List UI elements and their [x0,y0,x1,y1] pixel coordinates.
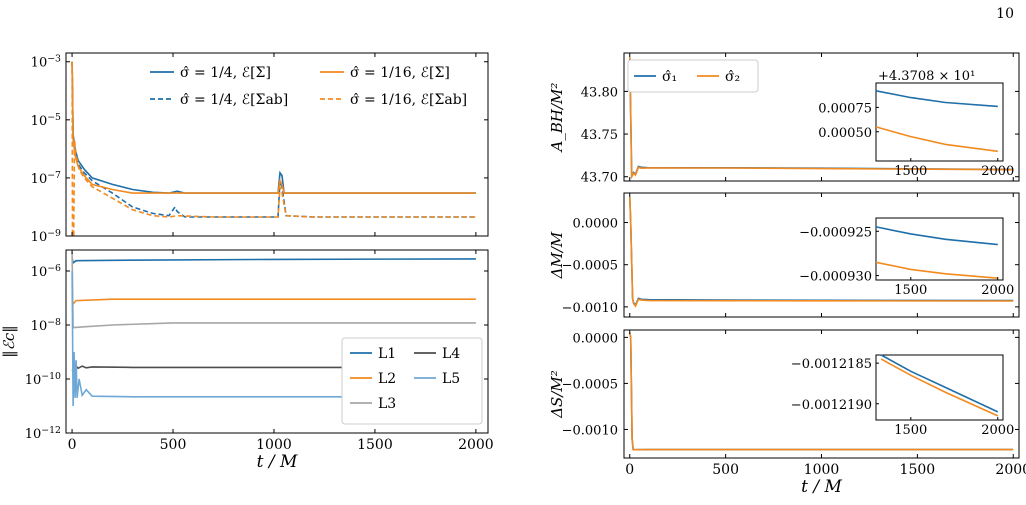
horizon-area-inset-series-2 [875,126,998,153]
spin-change-plot-area [629,332,1014,451]
level-legend-label: L4 [442,346,460,362]
constraint-norms-series-1 [71,61,476,194]
level-norms-xtick-label: 1000 [256,437,292,453]
level-norms-frame [65,249,489,434]
mass-change-inset-series-2 [875,261,998,279]
spin-change-xtick-label: 500 [712,462,739,478]
level-norms-xtick-label: 2000 [458,437,494,453]
area-legend-label: σ̂₂ [725,69,740,85]
constraint-norms-ytick-label: 10−3 [31,54,61,71]
horizon-area-inset-ytick-label: 0.00050 [818,126,872,141]
constraint-legend: σ̂ = 1/4, ℰ[Σ] σ̂ = 1/16, ℰ[Σ] σ̂ = 1/4, ℰ… [150,65,467,108]
spin-change-xtick-label: 1500 [900,462,936,478]
level-legend: L1 L4 L2 L5 L3 [341,337,483,425]
mass-change-inset-series-1 [875,226,998,246]
level-norms-series-2 [71,297,476,306]
level-norms-ytick-label: 10−8 [31,317,61,334]
mass-change-inset-xtick-label: 1500 [894,283,927,298]
spin-change-xtick-label: 0 [625,462,634,478]
area-legend: σ̂₁ σ̂₂ [627,59,759,93]
spin-change-xlabel: t / M [801,477,842,497]
spin-change-inset-xtick-label: 2000 [981,423,1014,438]
horizon-area-ytick-label: 43.80 [581,85,618,100]
level-norms-ylabel: ‖ℰc‖ [0,325,18,357]
mass-change-inset-ytick-label: −0.000925 [799,225,872,240]
spin-change-inset-ytick-label: −0.0012190 [791,398,872,413]
mass-change-ytick-label: 0.0000 [573,217,619,232]
constraint-norms-plot-area [71,61,476,236]
mass-change-series-2 [629,197,1014,308]
level-norms-xtick-label: 0 [68,437,77,453]
mass-change-plot-area [629,197,1014,308]
level-norms-xtick-label: 500 [160,437,187,453]
spin-change-ytick-label: −0.0005 [562,377,618,392]
horizon-area-inset-offset-label: +4.3708 × 10¹ [878,69,975,84]
constraint-norms-series-3 [71,61,476,194]
level-norms-series-5 [71,270,476,407]
level-norms-ytick-label: 10−6 [31,263,61,280]
spin-change-series-2 [629,332,1014,451]
constraint-norms-panel: 10−9 10−7 10−5 10−3 [31,52,489,245]
level-legend-label: L3 [378,396,396,412]
mass-change-ytick-label: −0.0010 [562,301,618,316]
horizon-area-panel: 43.70 43.75 43.80 A_BH/M² 1500 2000 0.00050 0.0… [548,52,1020,186]
constraint-norms-ytick-label: 10−9 [31,228,61,245]
constraint-legend-label: σ̂ = 1/4, ℰ[Σ] [180,65,271,81]
mass-change-ylabel: ΔM/M [548,231,566,279]
horizon-area-inset-ytick-label: 0.00075 [818,101,872,116]
spin-change-inset-series-1 [880,354,999,413]
horizon-area-ylabel: A_BH/M² [548,83,566,154]
spin-change-panel: 0 500 1000 1500 2000 −0.0010 −0.0005 0.0000 t / … [548,329,1026,497]
level-norms-series-1 [71,257,476,265]
level-legend-box [341,337,483,425]
level-norms-panel: 0 500 1000 1500 2000 10−12 10−10 10−8 10−6 t / M ‖… [0,249,494,472]
mass-change-inset-frame [875,217,1004,281]
horizon-area-inset-xtick-label: 2000 [981,164,1014,179]
horizon-area-plot-area [629,57,1014,180]
mass-change-inset-ytick-label: −0.000930 [799,270,872,285]
spin-change-inset-frame [875,354,1004,421]
mass-change-ytick-label: −0.0005 [562,259,618,274]
area-legend-label: σ̂₁ [662,69,677,85]
spin-change-ytick-label: −0.0010 [562,423,618,438]
constraint-legend-label: σ̂ = 1/16, ℰ[Σab] [350,92,467,108]
horizon-area-inset-frame [875,82,1004,162]
spin-change-inset-xtick-label: 1500 [894,423,927,438]
constraint-norms-ytick-label: 10−7 [31,170,61,187]
horizon-area-inset-series-1 [875,90,998,108]
level-legend-label: L1 [378,346,396,362]
level-norms-ytick-label: 10−10 [25,371,61,388]
level-legend-label: L2 [378,371,396,387]
horizon-area-ytick-label: 43.70 [581,171,618,186]
level-norms-xtick-label: 1500 [357,437,393,453]
level-norms-xlabel: t / M [257,452,298,472]
spin-change-inset-ytick-label: −0.0012185 [791,357,872,372]
level-norms-series-3 [71,252,476,329]
area-legend-box [627,59,759,93]
spin-change-ylabel: ΔS/M² [548,370,566,419]
constraint-legend-label: σ̂ = 1/16, ℰ[Σ] [350,65,450,81]
spin-change-xtick-label: 2000 [995,462,1026,478]
spin-change-inset-series-2 [880,358,999,417]
mass-change-inset-xtick-label: 2000 [981,283,1014,298]
horizon-area-inset-xtick-label: 1500 [894,164,927,179]
constraint-norms-series-4 [71,61,476,236]
level-norms-plot-area [71,252,476,407]
constraint-norms-frame [65,52,489,237]
constraint-norms-ytick-label: 10−5 [31,112,61,129]
level-norms-ytick-label: 10−12 [25,425,61,442]
horizon-area-ytick-label: 43.75 [581,128,618,143]
constraint-legend-label: σ̂ = 1/4, ℰ[Σab] [180,92,288,108]
mass-change-panel: −0.0010 −0.0005 0.0000 ΔM/M 1500 2000 −0.00093… [548,192,1020,318]
horizon-area-series-2 [629,57,1014,180]
spin-change-xtick-label: 1000 [804,462,840,478]
spin-change-ytick-label: 0.0000 [573,331,619,346]
page-number: 10 [996,6,1014,22]
level-legend-label: L5 [442,371,460,387]
